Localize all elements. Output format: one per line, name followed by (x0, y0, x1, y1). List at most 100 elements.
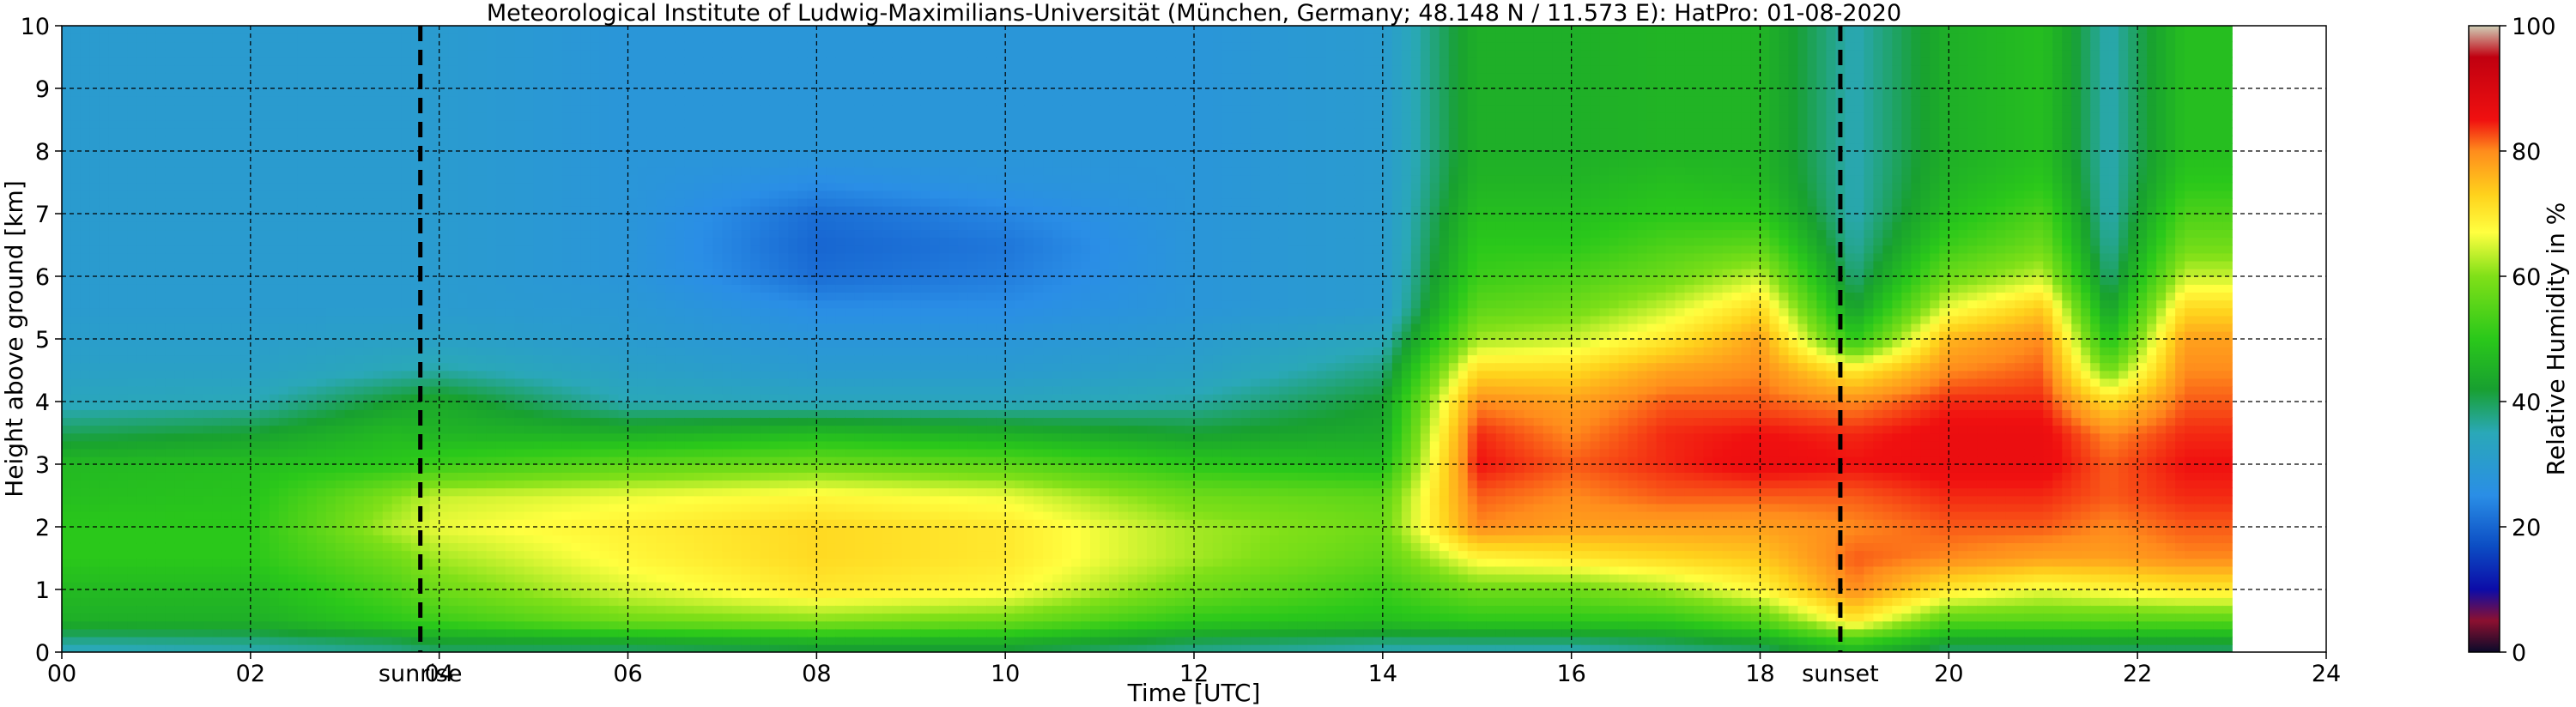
heatmap-cell (646, 393, 658, 402)
heatmap-cell (127, 330, 138, 340)
heatmap-cell (542, 440, 554, 450)
heatmap-cell (89, 26, 100, 34)
heatmap-cell (514, 151, 525, 160)
heatmap-cell (514, 268, 525, 277)
heatmap-cell (193, 276, 204, 285)
heatmap-cell (70, 440, 82, 450)
heatmap-cell (514, 292, 525, 301)
heatmap-cell (439, 518, 450, 528)
heatmap-cell (420, 409, 431, 419)
heatmap-cell (62, 112, 72, 121)
heatmap-cell (297, 636, 308, 645)
heatmap-cell (250, 503, 261, 512)
heatmap-cell (231, 284, 242, 293)
heatmap-cell (401, 613, 412, 622)
heatmap-cell (99, 362, 110, 372)
heatmap-cell (458, 284, 469, 293)
heatmap-cell (99, 425, 110, 434)
heatmap-cell (410, 480, 421, 489)
heatmap-cell (193, 284, 204, 293)
heatmap-cell (646, 511, 658, 520)
heatmap-cell (354, 190, 365, 199)
heatmap-cell (373, 49, 384, 58)
heatmap-cell (448, 347, 459, 356)
heatmap-cell (467, 166, 478, 176)
heatmap-cell (325, 323, 336, 332)
heatmap-cell (335, 347, 346, 356)
heatmap-cell (524, 315, 535, 324)
heatmap-cell (118, 402, 129, 410)
heatmap-cell (344, 573, 355, 583)
heatmap-cell (80, 425, 91, 434)
heatmap-cell (118, 49, 129, 58)
heatmap-cell (542, 72, 554, 82)
heatmap-cell (99, 597, 110, 607)
heatmap-cell (174, 292, 185, 301)
heatmap-cell (552, 456, 563, 465)
heatmap-cell (212, 221, 223, 231)
heatmap-cell (259, 119, 270, 129)
heatmap-cell (505, 550, 516, 559)
heatmap-cell (146, 104, 157, 113)
heatmap-cell (344, 370, 355, 379)
heatmap-cell (363, 393, 374, 402)
heatmap-cell (316, 159, 327, 168)
heatmap-cell (89, 472, 100, 481)
heatmap-cell (495, 245, 506, 254)
heatmap-cell (618, 440, 629, 450)
heatmap-cell (439, 535, 450, 544)
heatmap-cell (505, 260, 516, 269)
heatmap-cell (306, 613, 318, 622)
heatmap-cell (363, 487, 374, 497)
heatmap-cell (250, 72, 261, 82)
heatmap-cell (278, 464, 289, 473)
heatmap-cell (609, 307, 620, 317)
heatmap-cell (240, 432, 252, 442)
heatmap-cell (250, 315, 261, 324)
heatmap-cell (118, 511, 129, 520)
heatmap-cell (363, 104, 374, 113)
heatmap-cell (542, 57, 554, 66)
heatmap-cell (533, 487, 544, 497)
heatmap-cell (363, 252, 374, 262)
heatmap-cell (373, 307, 384, 317)
heatmap-cell (212, 80, 223, 89)
heatmap-cell (165, 142, 176, 152)
heatmap-cell (127, 49, 138, 58)
heatmap-cell (165, 57, 176, 66)
heatmap-cell (118, 354, 129, 364)
heatmap-cell (288, 104, 299, 113)
heatmap-cell (316, 151, 327, 160)
heatmap-cell (108, 104, 119, 113)
heatmap-cell (552, 636, 563, 645)
heatmap-cell (552, 49, 563, 58)
heatmap-cell (325, 597, 336, 607)
heatmap-cell (316, 393, 327, 402)
heatmap-cell (476, 550, 488, 559)
heatmap-cell (467, 315, 478, 324)
heatmap-cell (297, 511, 308, 520)
heatmap-cell (410, 205, 421, 215)
heatmap-cell (627, 49, 639, 58)
heatmap-cell (136, 96, 148, 106)
heatmap-cell (297, 628, 308, 638)
heatmap-cell (552, 620, 563, 630)
heatmap-cell (618, 221, 629, 231)
heatmap-cell (297, 448, 308, 457)
heatmap-cell (231, 613, 242, 622)
heatmap-cell (599, 472, 610, 481)
heatmap-cell (505, 644, 516, 652)
heatmap-cell (505, 393, 516, 402)
heatmap-cell (174, 636, 185, 645)
heatmap-cell (391, 96, 403, 106)
heatmap-cell (467, 245, 478, 254)
heatmap-cell (401, 33, 412, 43)
heatmap-cell (89, 511, 100, 520)
heatmap-cell (89, 464, 100, 473)
heatmap-cell (476, 535, 488, 544)
heatmap-cell (495, 49, 506, 58)
heatmap-cell (618, 597, 629, 607)
heatmap-cell (146, 636, 157, 645)
heatmap-cell (410, 542, 421, 552)
heatmap-cell (429, 448, 440, 457)
